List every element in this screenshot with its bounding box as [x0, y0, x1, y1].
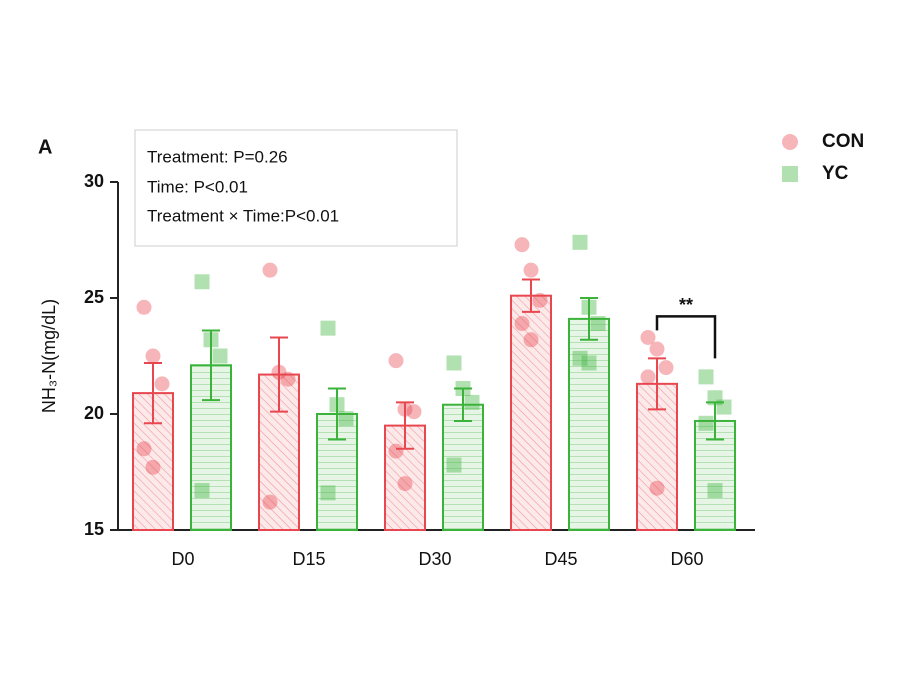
stat-text: Treatment: P=0.26 — [147, 147, 288, 166]
data-point — [320, 320, 336, 336]
data-point — [194, 274, 210, 290]
panel-label: A — [38, 136, 52, 158]
data-point — [532, 292, 548, 308]
data-point — [212, 348, 228, 364]
data-point — [707, 483, 723, 499]
stat-text: Time: P<0.01 — [147, 177, 248, 196]
y-tick-label: 30 — [84, 171, 104, 191]
data-point — [154, 376, 170, 392]
data-point — [446, 355, 462, 371]
data-point — [640, 329, 656, 345]
legend-marker — [782, 166, 798, 182]
stats-box — [134, 129, 458, 247]
y-tick-label: 20 — [84, 403, 104, 423]
legend-marker — [782, 134, 798, 150]
data-point — [514, 237, 530, 253]
data-point — [194, 483, 210, 499]
data-point — [145, 459, 161, 475]
legend-label: YC — [822, 163, 849, 184]
data-point — [406, 404, 422, 420]
data-point — [514, 316, 530, 332]
data-point — [388, 443, 404, 459]
y-axis-label: NH₃-N(mg/dL) — [39, 299, 59, 413]
data-point — [446, 457, 462, 473]
data-point — [523, 332, 539, 348]
data-point — [572, 350, 588, 366]
data-point — [397, 476, 413, 492]
data-point — [262, 494, 278, 510]
x-tick-label: D60 — [670, 549, 703, 569]
data-point — [649, 341, 665, 357]
data-point — [145, 348, 161, 364]
data-point — [320, 485, 336, 501]
data-point — [640, 369, 656, 385]
x-tick-label: D15 — [292, 549, 325, 569]
data-point — [698, 369, 714, 385]
data-point — [523, 262, 539, 278]
bar — [568, 317, 610, 531]
x-tick-label: D30 — [418, 549, 451, 569]
x-tick-label: D45 — [544, 549, 577, 569]
data-point — [338, 411, 354, 427]
data-point — [658, 360, 674, 376]
x-tick-label: D0 — [171, 549, 194, 569]
stat-text: Treatment × Time:P<0.01 — [147, 206, 339, 225]
data-point — [581, 355, 597, 371]
data-point — [590, 316, 606, 332]
data-point — [572, 234, 588, 250]
data-point — [388, 353, 404, 369]
y-tick-label: 25 — [84, 287, 104, 307]
data-point — [136, 441, 152, 457]
data-point — [649, 480, 665, 496]
significance-bracket — [655, 315, 717, 359]
data-point — [262, 262, 278, 278]
data-point — [464, 394, 480, 410]
bar — [510, 294, 552, 531]
data-point — [136, 299, 152, 315]
significance-label: ** — [679, 295, 693, 315]
y-tick-label: 15 — [84, 519, 104, 539]
data-point — [280, 371, 296, 387]
legend-label: CON — [822, 131, 864, 152]
data-point — [698, 415, 714, 431]
